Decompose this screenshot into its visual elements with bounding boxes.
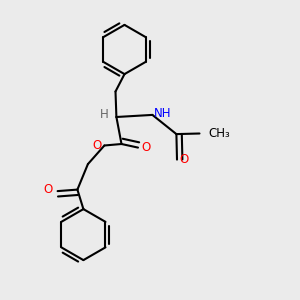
Text: O: O xyxy=(142,141,151,154)
Text: H: H xyxy=(99,108,108,121)
Text: CH₃: CH₃ xyxy=(208,127,230,140)
Text: O: O xyxy=(92,139,101,152)
Text: O: O xyxy=(44,183,52,196)
Text: NH: NH xyxy=(154,107,171,120)
Text: O: O xyxy=(180,153,189,166)
